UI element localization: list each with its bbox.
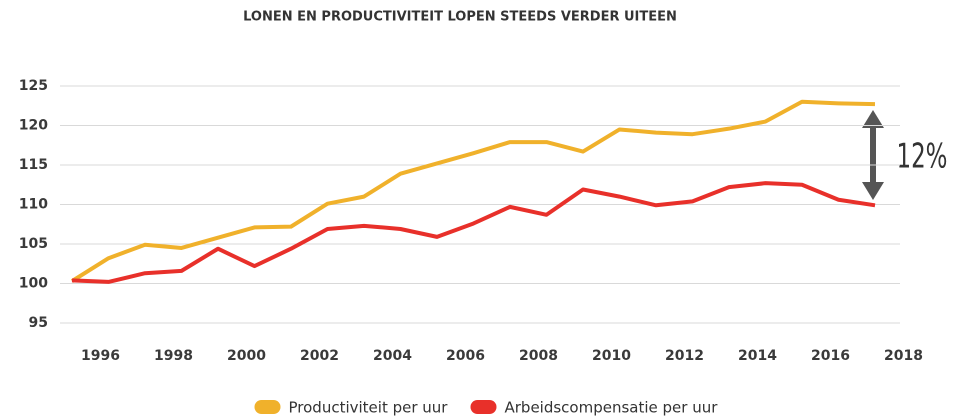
x-tick-label: 2014 [738,348,777,364]
y-tick-label: 110 [19,197,48,213]
y-tick-label: 125 [19,78,48,94]
chart-title: LONEN EN PRODUCTIVITEIT LOPEN STEEDS VER… [243,10,677,25]
annotation: 12% [897,137,948,177]
y-tick-label: 105 [19,236,48,252]
x-tick-label: 2018 [884,348,923,364]
x-tick-label: 2004 [373,348,412,364]
y-tick-label: 120 [19,118,48,134]
series-line [70,99,876,283]
x-tick-label: 1998 [154,348,193,364]
legend-label: Productiviteit per uur [289,399,449,417]
legend-swatch [470,400,497,414]
x-tick-label: 2012 [665,348,704,364]
y-tick-label: 115 [19,157,48,173]
x-tick-label: 2002 [300,348,339,364]
x-tick-label: 2010 [592,348,631,364]
y-tick-label: 95 [29,315,48,331]
x-tick-label: 2008 [519,348,558,364]
x-tick-label: 2006 [446,348,485,364]
gap-arrow [862,110,884,200]
x-tick-label: 2000 [227,348,266,364]
legend-swatch [254,400,281,414]
x-tick-label: 2016 [811,348,850,364]
y-tick-label: 100 [19,276,48,292]
series-line [71,181,876,284]
x-tick-label: 1996 [81,348,120,364]
legend-label: Arbeidscompensatie per uur [505,399,719,417]
